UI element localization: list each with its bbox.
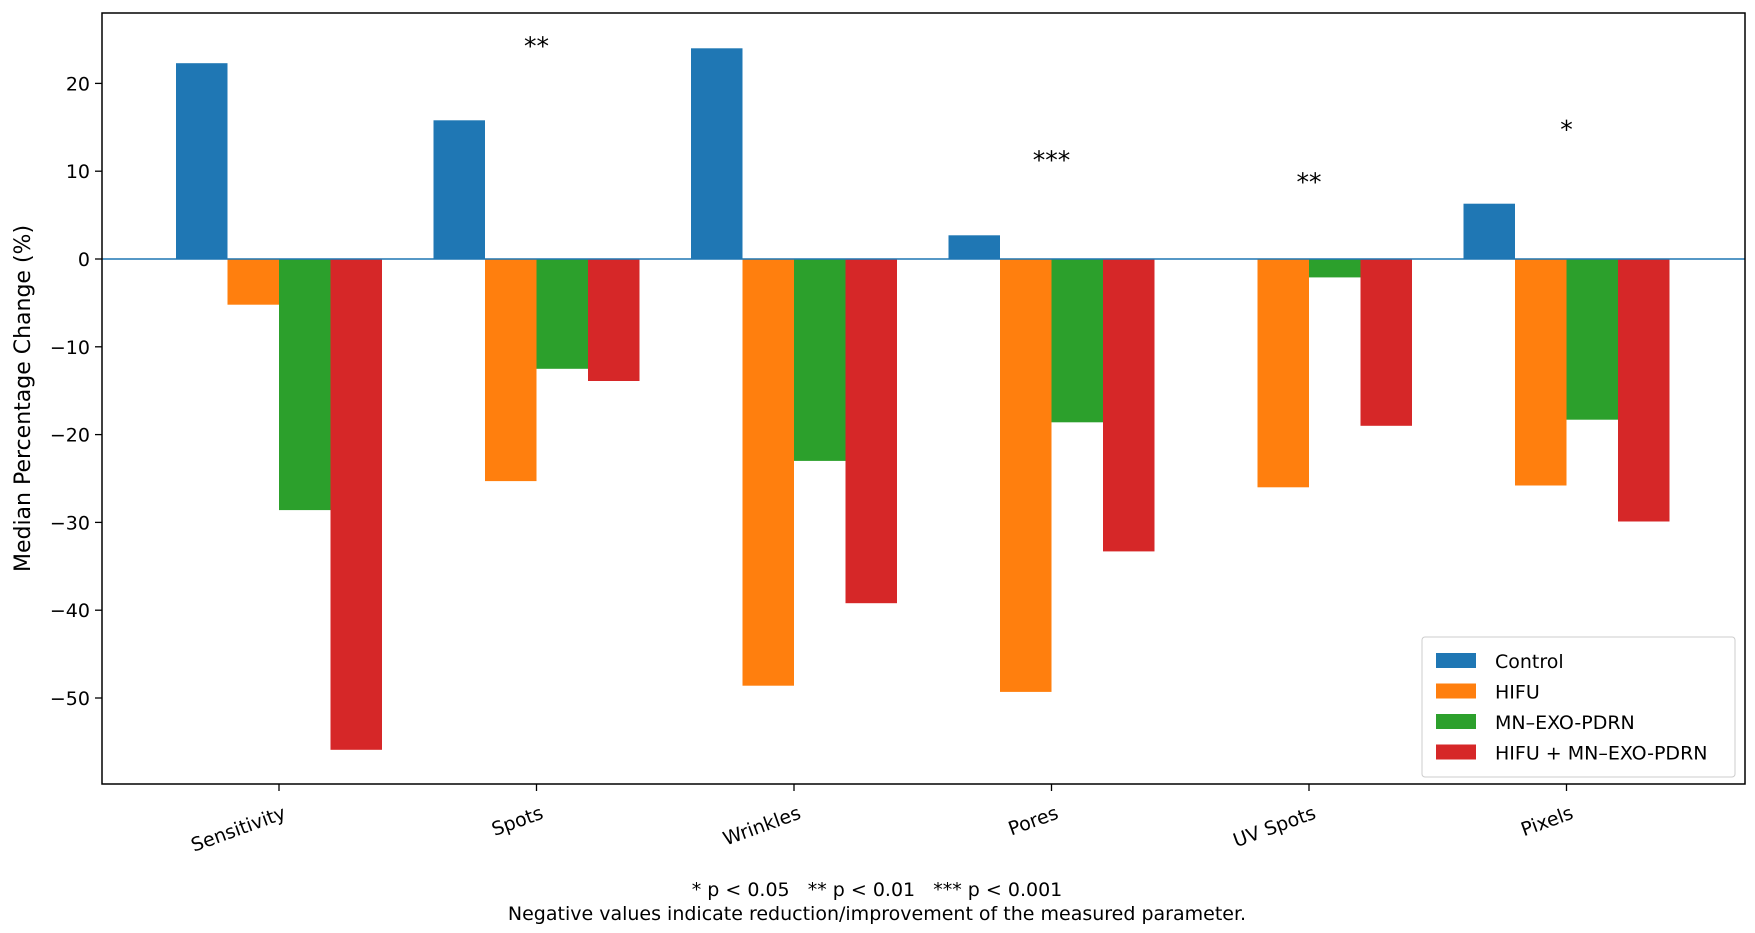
y-tick-label: 0: [78, 249, 90, 271]
significance-marker: ***: [1033, 146, 1071, 175]
bar: [742, 259, 794, 686]
x-tick-label: Sensitivity: [188, 802, 288, 857]
bar: [1618, 259, 1670, 522]
legend-swatch: [1436, 683, 1476, 699]
footnote-note: Negative values indicate reduction/impro…: [508, 903, 1246, 925]
legend-label: HIFU + MN–EXO-PDRN: [1495, 743, 1707, 765]
bar: [330, 259, 382, 750]
bars-group: [176, 48, 1670, 750]
significance-marker: *: [1560, 115, 1573, 144]
y-tick-label: 10: [66, 161, 90, 183]
x-axis-ticks: Sensitivity Spots Wrinkles Pores UV Spots Pix…: [188, 784, 1576, 857]
y-tick-label: −30: [50, 512, 90, 534]
bar: [485, 259, 537, 482]
footnote-significance: * p < 0.05 ** p < 0.01 *** p < 0.001: [692, 879, 1063, 901]
bar: [691, 48, 743, 259]
y-axis-ticks: −50 −40 −30 −20 −10 0 10 20: [50, 73, 102, 710]
bar: [1000, 259, 1052, 692]
legend-swatch: [1436, 653, 1476, 668]
bar: [845, 259, 897, 604]
y-tick-label: −40: [50, 600, 90, 622]
legend-swatch: [1436, 714, 1476, 729]
x-tick-label: Pixels: [1518, 802, 1576, 841]
y-axis-label: Median Percentage Change (%): [11, 225, 36, 572]
plot-frame: [101, 12, 1746, 785]
y-tick-label: 20: [66, 73, 90, 95]
bar: [1103, 259, 1155, 552]
bar: [227, 259, 279, 305]
bar: [536, 259, 588, 369]
significance-marker: **: [1297, 168, 1322, 197]
bar: [1257, 259, 1309, 488]
y-tick-label: −10: [50, 337, 90, 359]
bar: [1463, 203, 1515, 259]
bar: [1360, 259, 1412, 426]
bar: [1566, 259, 1618, 420]
legend-box: [1421, 636, 1736, 778]
bar: [1051, 259, 1103, 423]
bar: [794, 259, 846, 461]
significance-marker: **: [524, 32, 549, 61]
y-tick-label: −50: [50, 688, 90, 710]
bar: [588, 259, 640, 381]
x-tick-label: Wrinkles: [720, 802, 804, 850]
bar: [1515, 259, 1567, 486]
significance-markers: ********: [524, 32, 1573, 197]
x-tick-label: UV Spots: [1230, 802, 1318, 852]
x-tick-label: Spots: [489, 802, 546, 841]
legend-swatch: [1436, 744, 1476, 760]
legend-label: Control: [1495, 651, 1564, 673]
y-tick-label: −20: [50, 425, 90, 447]
legend-label: HIFU: [1495, 682, 1540, 704]
legend: Control HIFU MN–EXO-PDRN HIFU + MN–EXO-PDRN: [1421, 636, 1736, 778]
x-tick-label: Pores: [1005, 802, 1061, 840]
bar: [176, 63, 228, 260]
bar: [1309, 259, 1361, 278]
bar: [948, 235, 1000, 259]
bar: [279, 259, 331, 511]
legend-label: MN–EXO-PDRN: [1495, 712, 1635, 734]
bar: [433, 120, 485, 259]
